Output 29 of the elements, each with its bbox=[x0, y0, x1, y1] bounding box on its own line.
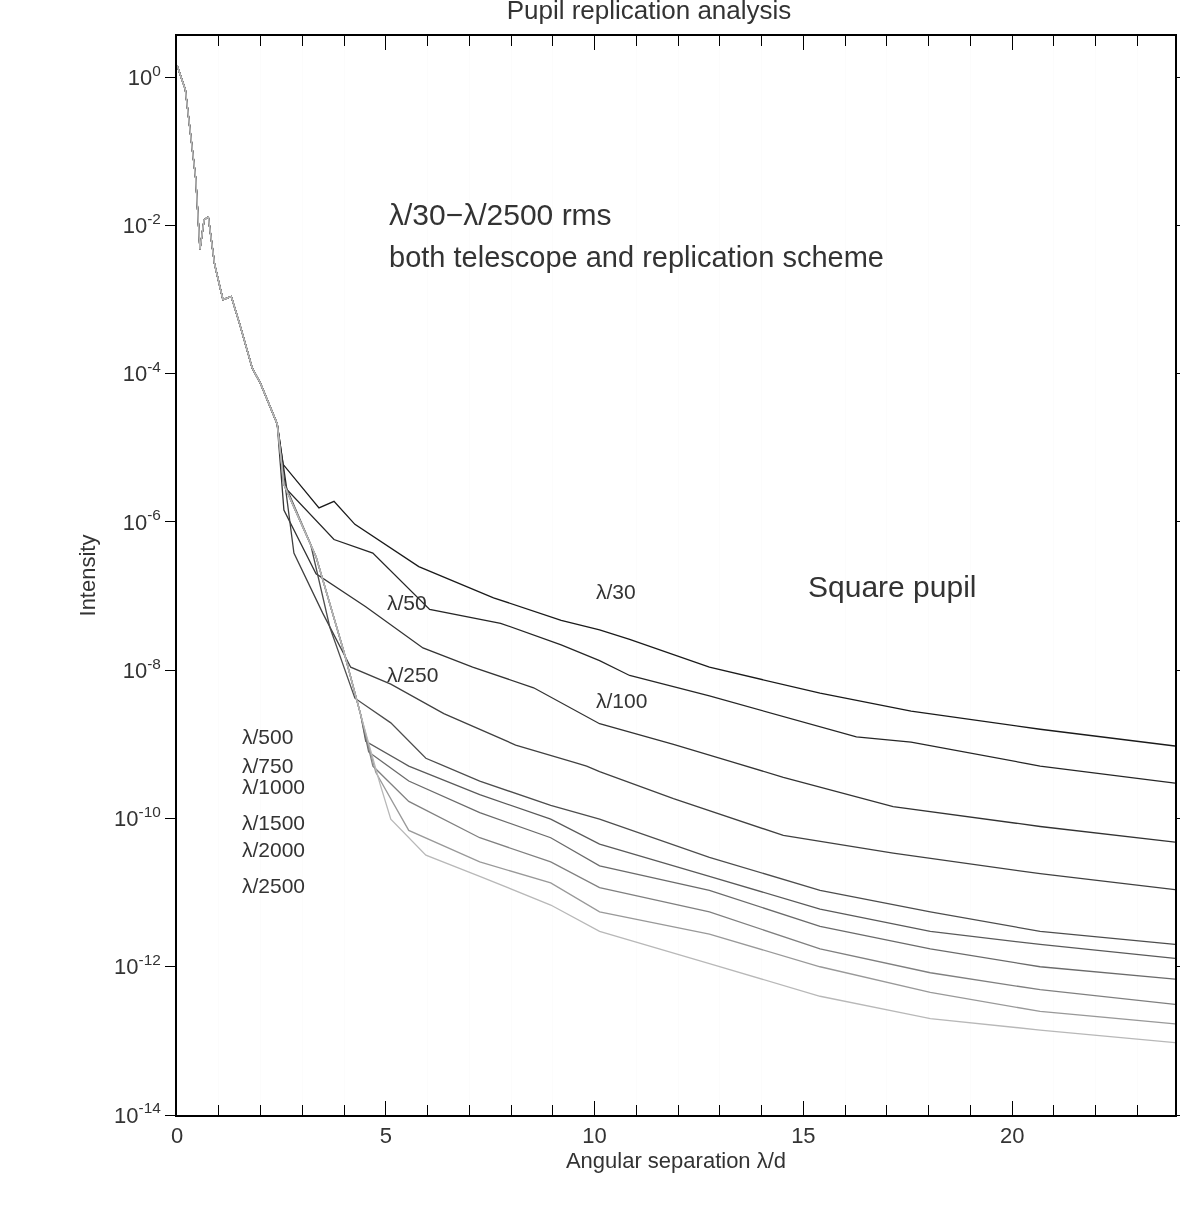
annotation: λ/750 bbox=[242, 754, 294, 777]
annotation: λ/1000 bbox=[242, 775, 306, 798]
x-tick-label: 0 bbox=[170, 1123, 184, 1149]
annotation: λ/2000 bbox=[242, 838, 306, 861]
y-tick-label: 10$^{-2}$ bbox=[122, 209, 161, 239]
y-tick-label: 10$^{0}$ bbox=[127, 61, 161, 90]
annotation: λ/30−λ/2500 rms bbox=[389, 198, 612, 231]
x-axis-title: Angular separation λ/d bbox=[565, 1148, 787, 1174]
annotation: λ/30 bbox=[596, 580, 636, 603]
y-tick-label: 10$^{-12}$ bbox=[114, 951, 161, 980]
chart-title: Pupil replication analysis bbox=[506, 0, 792, 26]
y-tick-label: 10$^{-10}$ bbox=[114, 802, 161, 832]
x-tick-label: 5 bbox=[379, 1123, 392, 1149]
x-tick-label: 15 bbox=[791, 1123, 816, 1149]
y-tick-label: 10$^{-8}$ bbox=[122, 654, 161, 683]
y-tick-label: 10$^{-4}$ bbox=[122, 358, 162, 387]
x-tick-label: 20 bbox=[999, 1123, 1025, 1149]
annotation: λ/500 bbox=[242, 725, 294, 748]
annotation: λ/2500 bbox=[242, 874, 306, 897]
annotation: both telescope and replication scheme bbox=[389, 241, 884, 273]
annotation: λ/50 bbox=[387, 591, 427, 614]
annotation: λ/1500 bbox=[242, 811, 306, 834]
y-tick-label: 10$^{-14}$ bbox=[114, 1099, 162, 1128]
annotation: λ/100 bbox=[596, 689, 648, 712]
x-tick-label: 10 bbox=[582, 1123, 607, 1149]
annotation: Square pupil bbox=[808, 570, 977, 603]
annotation: λ/250 bbox=[387, 663, 439, 686]
y-axis-title: Intensity bbox=[75, 534, 101, 617]
y-tick-label: 10$^{-6}$ bbox=[122, 506, 161, 535]
